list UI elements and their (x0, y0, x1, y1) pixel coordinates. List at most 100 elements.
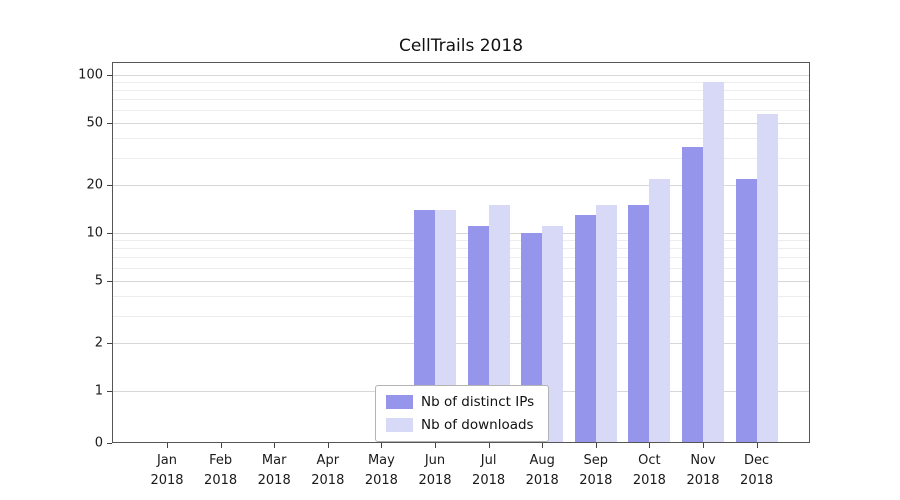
x-tick-label: Sep 2018 (564, 451, 628, 490)
x-tick-year: 2018 (364, 472, 398, 488)
x-tick-mark (327, 443, 329, 448)
x-tick-mark (542, 443, 544, 448)
x-tick-month: Aug (529, 453, 555, 468)
major-gridline (112, 185, 810, 187)
x-tick-month: Nov (690, 453, 716, 468)
minor-gridline (112, 257, 810, 259)
x-tick-label: May 2018 (349, 451, 413, 490)
x-tick-label: Oct 2018 (617, 451, 681, 490)
bar-distinct-ips-jun (414, 209, 435, 443)
bar-downloads-nov (703, 82, 724, 443)
x-tick-year: 2018 (632, 472, 666, 488)
legend-label: Nb of downloads (421, 417, 534, 433)
bar-downloads-jul (488, 205, 510, 443)
x-tick-month: Sep (583, 453, 609, 468)
legend-swatch (386, 395, 413, 409)
x-tick-label: Nov 2018 (671, 451, 735, 490)
x-tick-mark (435, 443, 436, 448)
x-tick-month: Apr (316, 453, 340, 468)
y-tick-mark (107, 343, 112, 345)
x-tick-label: Apr 2018 (296, 451, 360, 490)
y-tick-mark (107, 233, 112, 234)
major-gridline (112, 280, 810, 282)
x-tick-label: Jun 2018 (403, 451, 467, 490)
legend: Nb of distinct IPs Nb of downloads (375, 385, 550, 442)
x-tick-label: Jul 2018 (457, 451, 521, 490)
x-tick-month: Oct (638, 453, 661, 468)
minor-gridline (112, 157, 810, 159)
y-tick-mark (107, 185, 112, 187)
chart-title: CellTrails 2018 (398, 36, 524, 56)
x-tick-year: 2018 (150, 472, 184, 488)
y-tick-label: 50 (86, 115, 103, 131)
minor-gridline (112, 90, 810, 92)
x-tick-mark (220, 443, 222, 448)
x-tick-month: Feb (209, 453, 233, 468)
x-tick-label: Dec 2018 (725, 451, 789, 490)
minor-gridline (112, 315, 810, 317)
minor-gridline (112, 82, 810, 84)
x-tick-month: Dec (744, 453, 770, 468)
x-tick-month: May (367, 453, 395, 468)
y-tick-mark (107, 443, 112, 444)
bar-distinct-ips-dec (735, 178, 757, 443)
x-tick-year: 2018 (257, 472, 291, 488)
legend-item: Nb of distinct IPs (386, 394, 534, 410)
x-tick-month: Jan (156, 453, 178, 468)
bar-distinct-ips-oct (628, 205, 650, 443)
x-tick-year: 2018 (311, 472, 345, 488)
x-tick-year: 2018 (204, 472, 238, 488)
x-tick-label: Mar 2018 (242, 451, 306, 490)
bar-distinct-ips-sep (574, 215, 596, 443)
minor-gridline (112, 240, 810, 242)
legend-item: Nb of downloads (386, 417, 534, 433)
y-tick-label: 5 (94, 273, 103, 289)
minor-gridline (112, 248, 810, 250)
x-tick-month: Jul (480, 453, 497, 468)
y-tick-mark (107, 280, 112, 282)
x-tick-year: 2018 (472, 472, 506, 488)
x-tick-mark (595, 443, 597, 448)
x-tick-mark (488, 443, 490, 448)
x-tick-year: 2018 (579, 472, 613, 488)
y-tick-mark (107, 122, 112, 124)
plot-area: Nb of distinct IPs Nb of downloads (112, 62, 810, 443)
legend-label: Nb of distinct IPs (421, 394, 535, 410)
y-tick-mark (107, 391, 112, 392)
x-tick-mark (703, 443, 704, 448)
x-tick-mark (756, 443, 758, 448)
minor-gridline (112, 295, 810, 297)
x-tick-year: 2018 (418, 472, 452, 488)
y-tick-label: 10 (86, 225, 103, 241)
x-tick-label: Feb 2018 (189, 451, 253, 490)
y-tick-mark (107, 75, 112, 76)
major-gridline (112, 75, 810, 76)
legend-swatch (386, 418, 413, 432)
y-tick-label: 2 (94, 335, 103, 351)
x-tick-mark (274, 443, 276, 448)
x-tick-month: Jun (424, 453, 446, 468)
x-tick-mark (167, 443, 168, 448)
bar-downloads-oct (649, 178, 671, 443)
y-tick-label: 20 (86, 177, 103, 193)
major-gridline (112, 122, 810, 124)
bar-downloads-jun (435, 209, 456, 443)
x-tick-mark (381, 443, 383, 448)
y-tick-label: 0 (94, 435, 103, 451)
minor-gridline (112, 268, 810, 270)
major-gridline (112, 233, 810, 234)
bar-downloads-sep (595, 205, 617, 443)
minor-gridline (112, 110, 810, 112)
x-tick-label: Aug 2018 (510, 451, 574, 490)
bar-distinct-ips-nov (682, 147, 703, 443)
minor-gridline (112, 137, 810, 139)
y-tick-label: 100 (78, 67, 103, 83)
x-tick-label: Jan 2018 (135, 451, 199, 490)
minor-gridline (112, 99, 810, 101)
bar-downloads-dec (756, 113, 778, 443)
x-tick-mark (649, 443, 651, 448)
x-tick-year: 2018 (525, 472, 559, 488)
major-gridline (112, 343, 810, 345)
x-tick-year: 2018 (686, 472, 720, 488)
